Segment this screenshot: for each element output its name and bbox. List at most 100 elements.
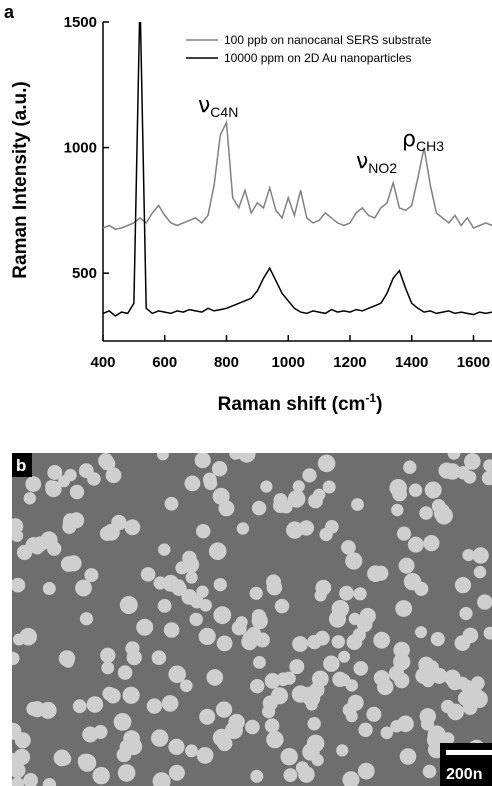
particle (213, 578, 227, 592)
particle (419, 506, 433, 520)
particle (307, 717, 321, 731)
particle (125, 737, 143, 756)
particle (185, 571, 198, 584)
annotation-symbol: ν (356, 149, 368, 174)
particle (430, 632, 445, 647)
x-tick-label: 1200 (333, 354, 366, 371)
particle (302, 743, 320, 761)
particle (102, 686, 117, 701)
particle (444, 463, 461, 480)
particle (45, 480, 58, 493)
particle (447, 453, 461, 460)
particle (23, 773, 38, 786)
particle (423, 535, 440, 552)
particle (13, 748, 31, 766)
x-label-sup: -1 (365, 391, 376, 405)
particle (14, 732, 31, 749)
particle (441, 732, 455, 746)
particle (280, 748, 298, 766)
x-tick-label: 1400 (395, 354, 428, 371)
particle (454, 577, 472, 594)
series-line (103, 119, 492, 230)
particle (302, 468, 317, 483)
particle (483, 459, 492, 472)
particle (39, 701, 57, 719)
particle (175, 561, 189, 575)
particle (198, 627, 216, 646)
particle (236, 522, 250, 535)
particle (408, 483, 423, 497)
particle (231, 620, 247, 636)
particle (315, 579, 332, 596)
particle (470, 676, 485, 691)
particle (398, 557, 415, 574)
legend-label: 10000 ppm on 2D Au nanoparticles (224, 51, 411, 65)
particle (415, 667, 432, 684)
particle (373, 565, 389, 581)
annotation-symbol: ν (198, 93, 210, 118)
particle (322, 480, 336, 494)
particle (390, 720, 403, 733)
particle (168, 738, 185, 756)
particle (282, 671, 296, 685)
particle (208, 542, 227, 560)
particle (407, 536, 424, 553)
y-tick-label: 1000 (64, 140, 97, 157)
particle (13, 633, 25, 646)
particle (459, 606, 473, 621)
particle (396, 526, 412, 541)
particle (319, 527, 333, 542)
particle (119, 596, 138, 614)
particle (190, 594, 204, 609)
particle (422, 764, 437, 779)
particle (124, 519, 141, 536)
particle (332, 671, 348, 687)
particle (42, 582, 56, 595)
particle (158, 543, 171, 556)
particle (196, 524, 211, 539)
particle (311, 670, 329, 688)
particle (105, 467, 122, 484)
particle (447, 703, 464, 721)
particle (415, 626, 427, 639)
particle (289, 659, 305, 675)
particle (477, 594, 492, 610)
particle (366, 706, 382, 722)
particle (12, 777, 25, 786)
particle (156, 453, 169, 461)
annotation-symbol: ρ (402, 127, 416, 152)
particle (274, 598, 290, 614)
particle (182, 550, 197, 566)
particle (399, 748, 417, 765)
panel-label: b (16, 456, 26, 475)
particle (84, 568, 99, 583)
series-line (103, 22, 492, 317)
particle (426, 484, 440, 499)
particle (151, 650, 167, 665)
particle (42, 778, 57, 786)
particle (79, 612, 94, 626)
particle (292, 480, 305, 493)
particle (351, 498, 364, 511)
particle (342, 771, 360, 786)
particle (298, 520, 315, 536)
particle (356, 616, 373, 633)
particle (60, 556, 77, 572)
particle (273, 498, 288, 513)
x-tick-label: 400 (90, 354, 115, 371)
particle (395, 600, 413, 617)
particle (64, 468, 77, 482)
particle (283, 768, 298, 782)
particle (287, 490, 306, 508)
particle (117, 665, 133, 680)
particle (403, 460, 417, 474)
annotation: νNO2 (356, 149, 397, 176)
particle (373, 670, 390, 686)
particle (168, 665, 186, 684)
particle (260, 480, 273, 493)
particle (23, 492, 36, 505)
particle (122, 686, 140, 704)
annotation: ρCH3 (402, 127, 444, 154)
particle (245, 719, 260, 735)
